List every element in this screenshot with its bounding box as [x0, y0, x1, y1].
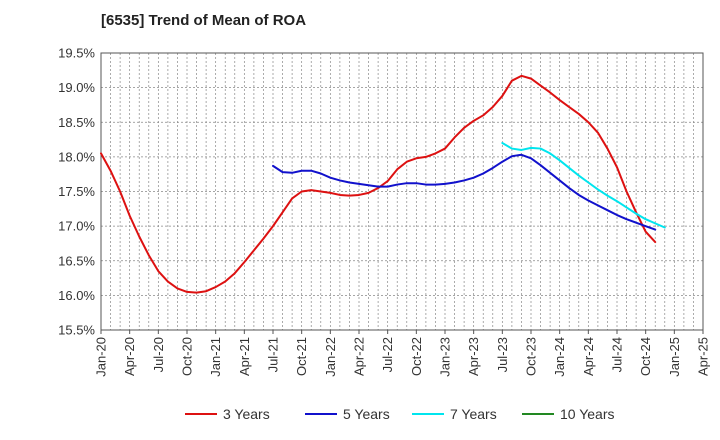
x-tick-label: Oct-22	[409, 337, 424, 376]
x-tick-label: Apr-25	[696, 337, 711, 376]
y-tick-label: 16.5%	[58, 253, 95, 268]
x-tick-label: Oct-21	[294, 337, 309, 376]
y-tick-label: 17.5%	[58, 184, 95, 199]
x-tick-label: Oct-24	[638, 337, 653, 376]
x-tick-label: Jan-25	[667, 337, 682, 377]
y-tick-label: 17.0%	[58, 219, 95, 234]
y-tick-label: 16.0%	[58, 288, 95, 303]
x-tick-label: Jul-23	[495, 337, 510, 372]
x-tick-label: Jan-22	[323, 337, 338, 377]
y-tick-label: 15.5%	[58, 323, 95, 338]
x-tick-label: Apr-20	[122, 337, 137, 376]
legend: 3 Years 5 Years 7 Years 10 Years	[185, 406, 615, 422]
x-tick-label: Jan-21	[208, 337, 223, 377]
x-tick-label: Jan-24	[552, 337, 567, 377]
x-tick-label: Oct-20	[180, 337, 195, 376]
series-line-3-years	[100, 74, 657, 294]
legend-label-3-years: 3 Years	[223, 406, 270, 422]
grid	[101, 53, 703, 330]
x-tick-label: Jan-23	[438, 337, 453, 377]
x-tick-label: Apr-22	[352, 337, 367, 376]
y-tick-label: 19.0%	[58, 80, 95, 95]
series-line-7-years	[501, 142, 666, 229]
axes	[100, 52, 704, 334]
y-tick-label: 19.5%	[58, 46, 95, 61]
series-lines	[100, 74, 666, 294]
y-tick-label: 18.0%	[58, 149, 95, 164]
x-tick-label: Apr-23	[466, 337, 481, 376]
x-tick-label: Jan-20	[94, 337, 109, 377]
x-tick-label: Oct-23	[524, 337, 539, 376]
chart-title: [6535] Trend of Mean of ROA	[101, 12, 307, 29]
legend-label-7-years: 7 Years	[450, 406, 497, 422]
legend-label-5-years: 5 Years	[343, 406, 390, 422]
y-tick-label: 18.5%	[58, 115, 95, 130]
x-tick-label: Jul-22	[380, 337, 395, 372]
x-tick-label: Apr-24	[581, 337, 596, 376]
legend-label-10-years: 10 Years	[560, 406, 615, 422]
x-tick-label: Jul-24	[610, 337, 625, 372]
plot-border	[100, 52, 704, 331]
x-tick-label: Jul-20	[151, 337, 166, 372]
x-tick-label: Apr-21	[237, 337, 252, 376]
series-line-5-years	[272, 153, 657, 231]
x-tick-labels: Jan-20 Apr-20 Jul-20 Oct-20 Jan-21 Apr-21 Jul-…	[94, 337, 711, 377]
x-tick-label: Jul-21	[266, 337, 281, 372]
y-tick-labels: 15.5% 16.0% 16.5% 17.0% 17.5% 18.0% 18.5% 19.0%…	[58, 46, 95, 338]
